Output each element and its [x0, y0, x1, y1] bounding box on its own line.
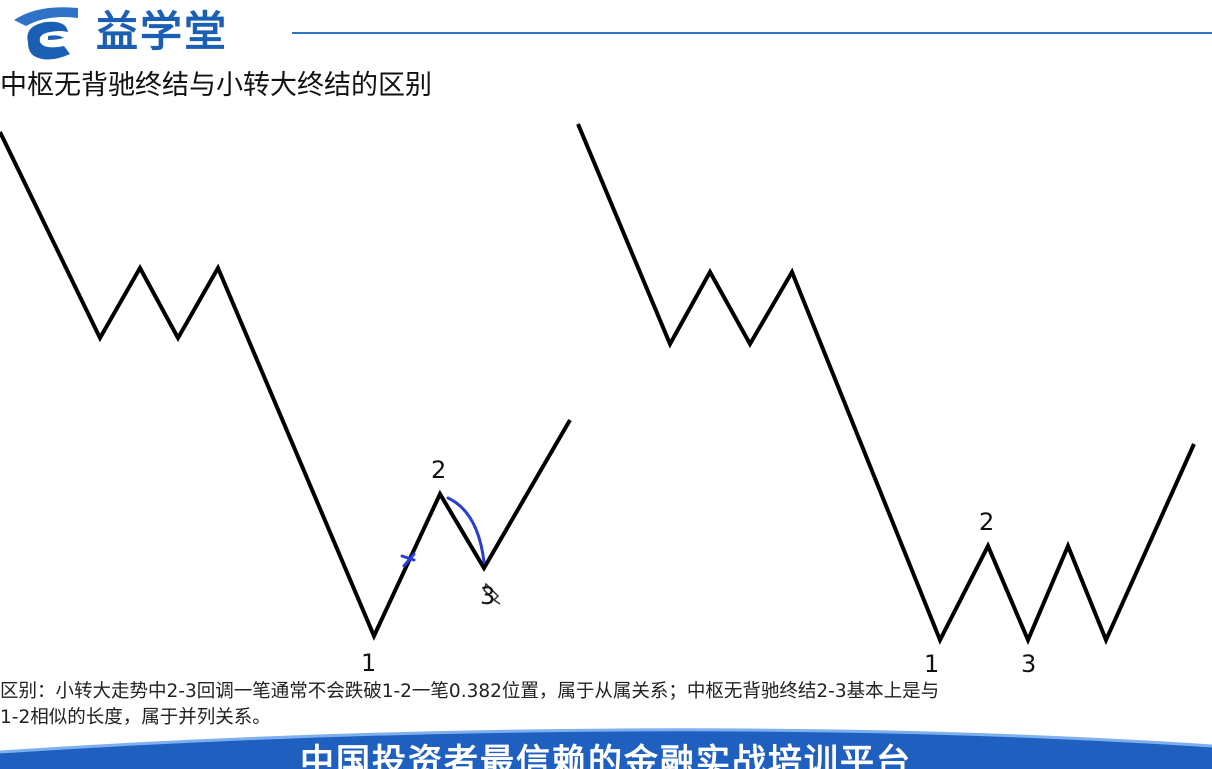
left-label-2: 2: [431, 456, 446, 484]
right-label-2: 2: [979, 508, 994, 536]
page-title: 中枢无背驰终结与小转大终结的区别: [0, 70, 432, 101]
footer-banner: 中国投资者最信赖的金融实战培训平台: [0, 728, 1212, 769]
banner-slogan: 中国投资者最信赖的金融实战培训平台: [300, 742, 912, 769]
explanation-text: 区别：小转大走势中2-3回调一笔通常不会跌破1-2一笔0.382位置，属于从属关…: [0, 679, 1212, 731]
left-annotation-mark: [400, 552, 416, 568]
brand-name: 益学堂: [96, 7, 229, 56]
left-retracement-arc: [446, 496, 486, 564]
right-label-1: 1: [924, 650, 939, 678]
header-divider: [292, 32, 1212, 34]
left-label-1: 1: [361, 649, 376, 677]
explanation-line-2: 1-2相似的长度，属于并列关系。: [0, 707, 271, 728]
banner-background: [0, 728, 1212, 769]
pen-cursor-icon: [483, 582, 501, 605]
explanation-line-1: 区别：小转大走势中2-3回调一笔通常不会跌破1-2一笔0.382位置，属于从属关…: [0, 681, 940, 702]
yixuetang-logo-icon: [14, 7, 78, 60]
right-label-3: 3: [1021, 650, 1036, 678]
right-zigzag-path: [576, 123, 1196, 646]
left-label-3: 3: [480, 582, 495, 610]
left-zigzag-path: [0, 131, 572, 641]
